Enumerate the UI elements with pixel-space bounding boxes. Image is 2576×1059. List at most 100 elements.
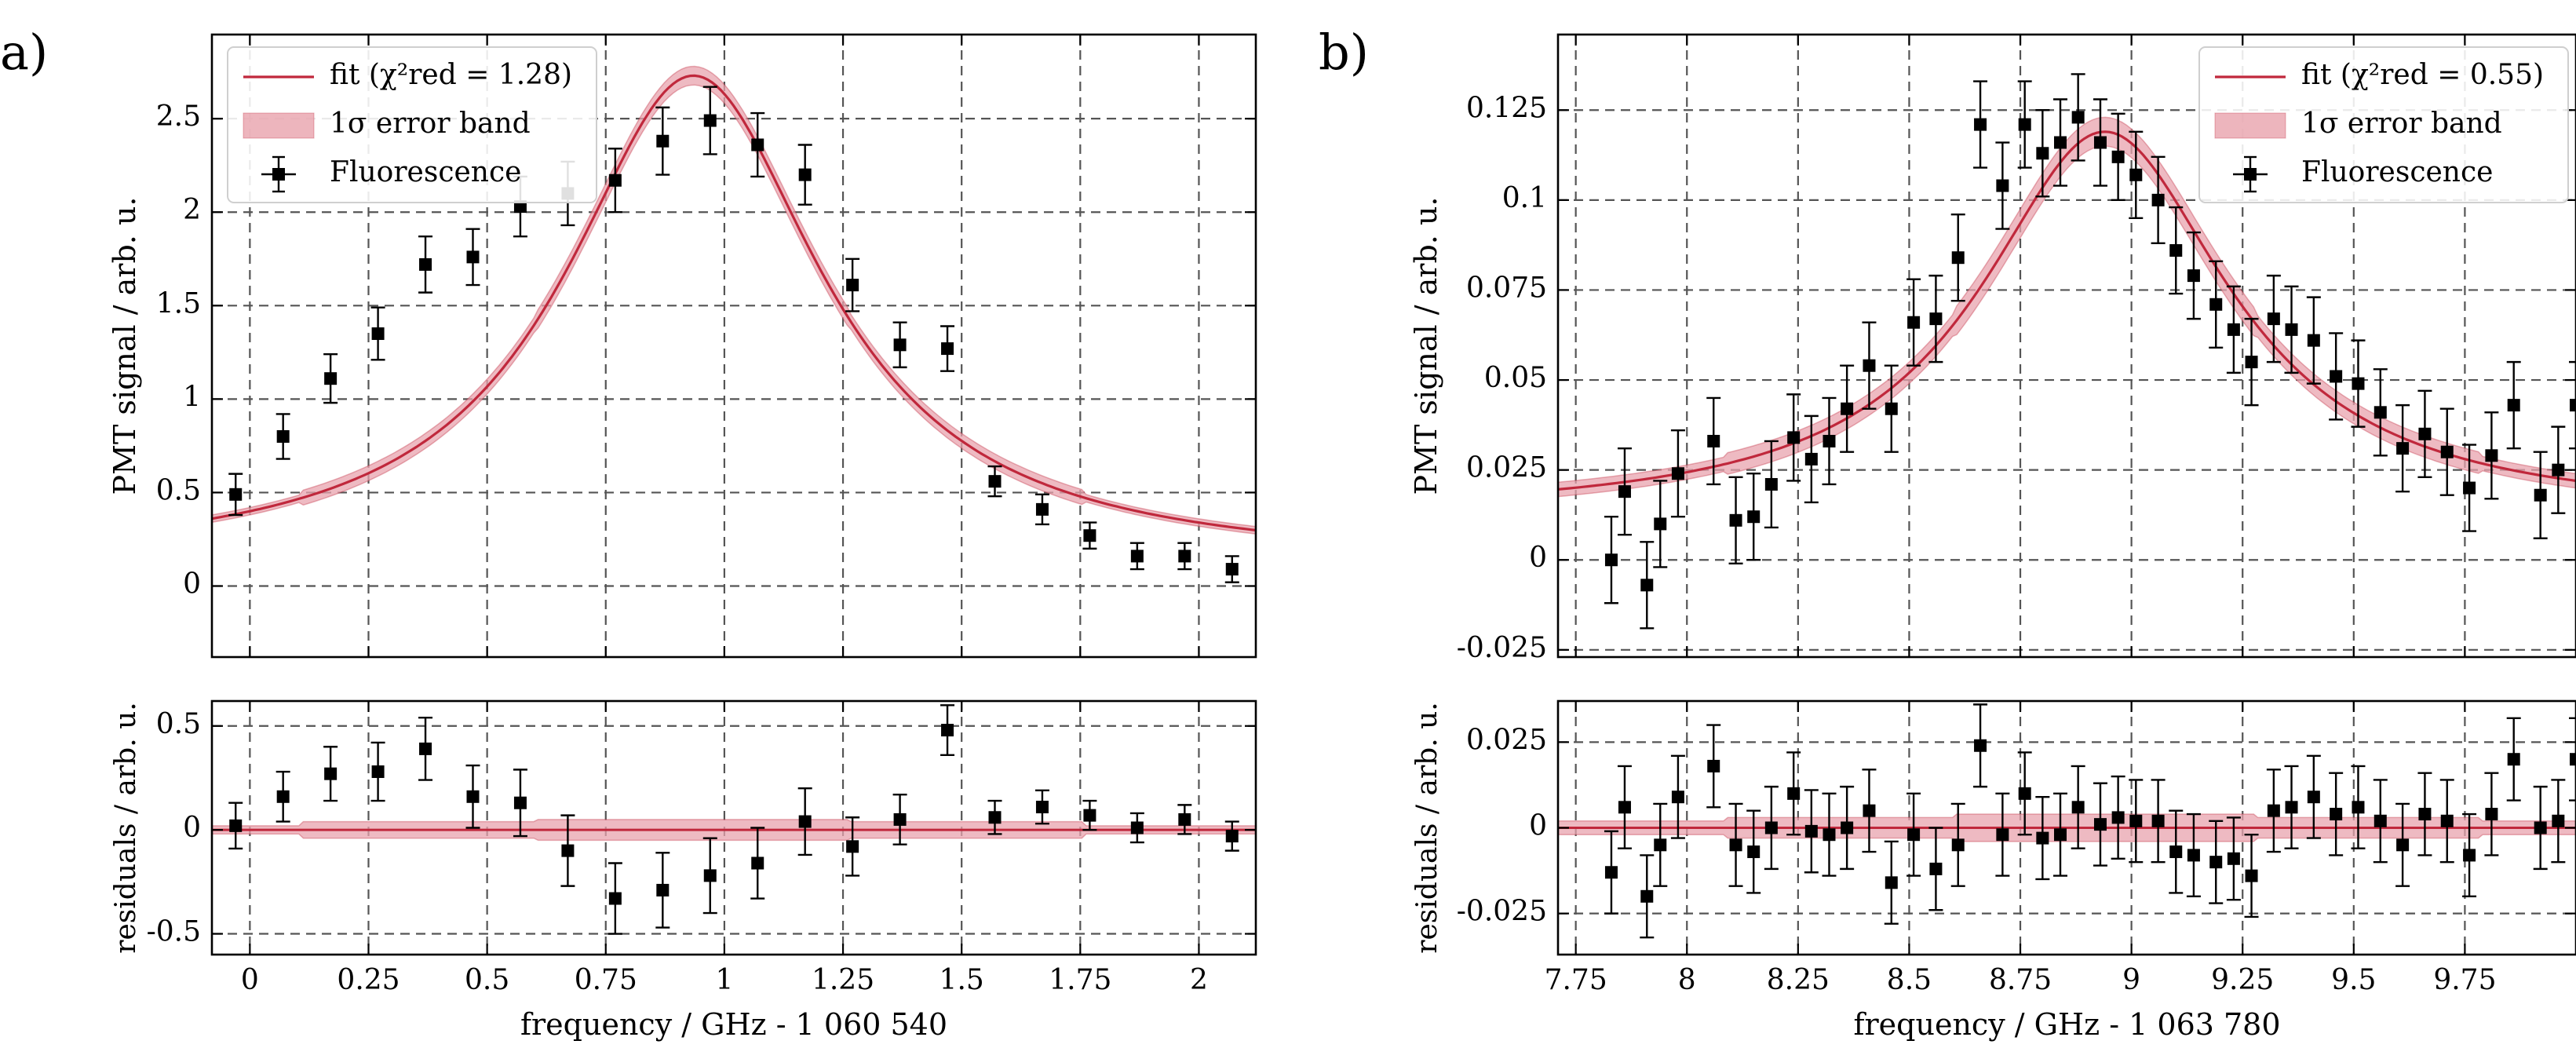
x-tick-label: 1.75 <box>1049 964 1111 996</box>
residual-point <box>2017 751 2032 836</box>
x-tick-label: 1.25 <box>812 964 874 996</box>
data-point <box>2169 206 2184 295</box>
marker <box>2440 814 2454 827</box>
residual-point <box>2395 802 2410 887</box>
data-point <box>892 321 907 369</box>
data-point <box>1177 542 1192 571</box>
residual-point <box>2329 772 2344 856</box>
marker <box>2285 801 2298 814</box>
residual-y-tick-label: 0 <box>183 812 201 844</box>
marker <box>1083 529 1096 542</box>
residual-point <box>370 741 385 802</box>
marker <box>2373 406 2387 419</box>
residual-point <box>1995 792 2010 877</box>
data-point <box>2226 285 2241 374</box>
residual-point <box>2169 809 2184 894</box>
data-point <box>702 86 717 155</box>
residual-point <box>1670 754 1685 839</box>
marker <box>1863 804 1876 817</box>
y-tick-label: 0.1 <box>1502 182 1547 214</box>
legend-label: Fluorescence <box>2301 156 2493 188</box>
residual-point <box>1728 802 1743 887</box>
residual-point <box>1840 785 1855 871</box>
x-tick-label: 8.75 <box>1989 964 2052 996</box>
residual-point <box>2071 765 2085 849</box>
y-tick-label: 0.5 <box>156 474 201 506</box>
data-point <box>2017 80 2032 169</box>
legend-marker-swatch <box>2233 155 2268 193</box>
y-tick-label: 0 <box>183 568 201 601</box>
residual-point <box>2035 796 2050 881</box>
data-point <box>2551 425 2566 514</box>
marker <box>2330 370 2343 383</box>
residual-point <box>2533 785 2548 871</box>
residual-point <box>987 799 1002 835</box>
residual-axes-frame <box>210 699 1257 956</box>
marker <box>2330 808 2343 821</box>
residual-point <box>1653 802 1668 887</box>
data-point <box>275 413 290 460</box>
main-axes-frame <box>1556 33 2576 659</box>
residual-point <box>797 787 812 856</box>
marker <box>1841 402 1854 415</box>
data-point <box>1617 447 1632 536</box>
residual-point <box>2306 754 2321 839</box>
x-tick-label: 2 <box>1190 964 1208 996</box>
data-point <box>2439 407 2454 496</box>
marker <box>751 138 764 152</box>
residual-point <box>1082 799 1097 831</box>
marker <box>2267 312 2280 326</box>
marker <box>2463 849 2476 862</box>
x-axis-label: frequency / GHz - 1 060 540 <box>520 1007 947 1042</box>
data-point <box>2484 411 2499 500</box>
marker <box>1951 838 1965 852</box>
data-point <box>1786 393 1801 482</box>
residual-point <box>1862 769 1877 853</box>
marker <box>2418 808 2432 821</box>
residual-point <box>2439 779 2454 864</box>
data-point <box>2373 368 2388 457</box>
marker <box>1974 118 1987 131</box>
data-point <box>1995 141 2010 230</box>
marker <box>1604 866 1618 879</box>
marker <box>276 429 290 443</box>
residual-point <box>2417 772 2432 856</box>
data-point <box>2284 285 2299 374</box>
marker <box>2463 481 2476 495</box>
marker <box>988 811 1002 824</box>
marker <box>2093 136 2107 149</box>
data-point <box>1764 440 1779 529</box>
marker <box>2352 377 2365 390</box>
x-axis-label: frequency / GHz - 1 063 780 <box>1853 1007 2280 1042</box>
data-point <box>1034 493 1049 526</box>
data-point <box>1906 278 1921 367</box>
legend-label: fit (χ²red = 0.55) <box>2301 59 2544 91</box>
marker <box>1729 513 1742 527</box>
y-tick-label: -0.025 <box>1457 632 1547 664</box>
data-point <box>2111 112 2125 202</box>
data-point <box>2506 360 2521 450</box>
marker <box>1804 824 1818 838</box>
residual-point <box>1884 840 1899 925</box>
marker <box>1804 452 1818 466</box>
marker <box>1178 550 1191 563</box>
marker <box>1747 845 1761 859</box>
x-tick-label: 1 <box>715 964 733 996</box>
data-point <box>845 257 860 312</box>
legend-box <box>227 46 597 203</box>
data-point <box>1604 516 1618 604</box>
residual-point <box>1604 830 1618 915</box>
marker <box>1929 862 1943 875</box>
residual-point <box>1640 854 1655 939</box>
marker <box>2352 801 2365 814</box>
data-point <box>1804 414 1819 504</box>
x-tick-label: 9.25 <box>2211 964 2274 996</box>
data-point <box>1822 396 1837 486</box>
marker <box>1747 510 1761 524</box>
y-axis-label: PMT signal / arb. u. <box>108 197 142 495</box>
marker <box>419 742 432 755</box>
marker <box>1823 434 1836 447</box>
y-tick-label: 0 <box>1529 542 1547 574</box>
residual-point <box>2351 765 2366 849</box>
marker <box>1951 251 1965 265</box>
